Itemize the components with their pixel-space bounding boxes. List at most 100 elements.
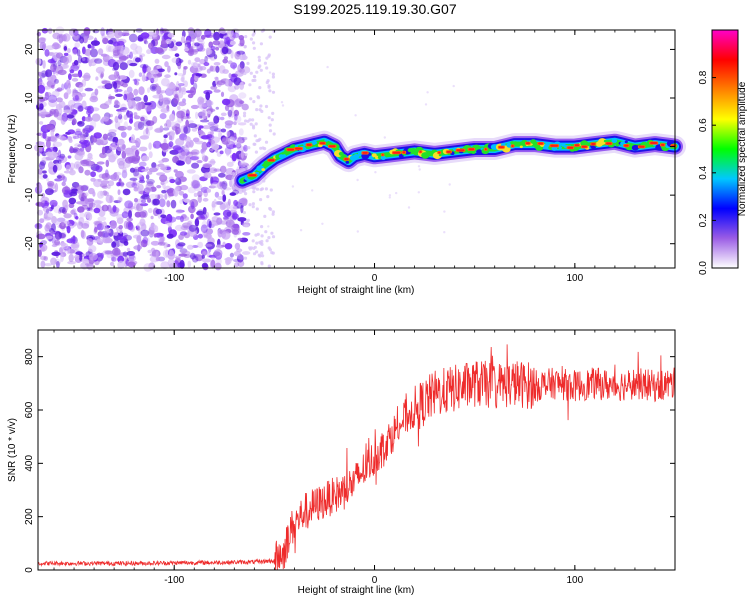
noise-speck	[164, 193, 168, 200]
noise-speck	[42, 28, 49, 33]
noise-speck	[252, 74, 256, 79]
noise-speck	[119, 107, 128, 111]
noise-speck	[233, 77, 242, 86]
noise-speck	[146, 178, 155, 185]
noise-speck	[160, 216, 170, 225]
noise-speck	[165, 249, 169, 258]
noise-speck	[160, 180, 165, 186]
noise-speck	[80, 229, 85, 238]
noise-speck	[64, 189, 73, 193]
noise-speck	[74, 130, 83, 136]
noise-speck	[190, 86, 196, 96]
noise-speck	[187, 260, 192, 268]
noise-speck	[258, 64, 262, 68]
noise-speck	[97, 231, 104, 237]
noise-speck	[133, 186, 139, 192]
noise-speck	[138, 72, 143, 77]
noise-speck	[213, 249, 223, 258]
noise-speck	[245, 220, 249, 224]
noise-speck	[109, 144, 118, 151]
noise-speck	[132, 49, 139, 55]
noise-speck	[67, 261, 76, 265]
ridge-blob	[516, 141, 521, 145]
noise-speck	[135, 102, 143, 111]
noise-speck	[101, 185, 108, 189]
noise-speck	[201, 254, 205, 259]
noise-speck	[115, 93, 123, 98]
noise-speck	[234, 262, 240, 268]
noise-speck	[131, 145, 137, 151]
ridge-blob	[558, 146, 562, 149]
noise-speck	[122, 161, 131, 168]
noise-speck	[42, 174, 48, 179]
noise-speck	[138, 211, 147, 218]
noise-speck	[105, 100, 112, 105]
noise-speck	[356, 178, 359, 182]
noise-speck	[119, 197, 123, 202]
noise-speck	[156, 185, 162, 189]
noise-speck	[93, 199, 102, 206]
noise-speck	[254, 150, 258, 154]
noise-speck	[269, 188, 273, 192]
noise-speck	[156, 65, 162, 70]
noise-speck	[59, 153, 66, 159]
noise-speck	[54, 182, 59, 192]
noise-speck	[270, 118, 274, 122]
noise-speck	[112, 61, 120, 71]
noise-speck	[383, 136, 386, 139]
noise-speck	[206, 188, 211, 193]
noise-speck	[81, 116, 86, 122]
noise-speck	[133, 88, 139, 96]
noise-speck	[140, 229, 150, 237]
noise-speck	[45, 69, 53, 78]
noise-speck	[159, 164, 166, 168]
noise-speck	[267, 225, 270, 228]
noise-speck	[211, 136, 220, 144]
spectrogram-x-tick-label: 100	[566, 273, 583, 284]
noise-speck	[76, 190, 84, 194]
noise-speck	[150, 215, 154, 220]
noise-speck	[120, 106, 127, 113]
noise-speck	[37, 141, 42, 146]
noise-speck	[141, 155, 150, 162]
noise-speck	[160, 261, 170, 269]
noise-speck	[212, 40, 221, 46]
noise-speck	[197, 100, 204, 109]
noise-speck	[213, 128, 222, 133]
noise-speck	[205, 91, 211, 101]
noise-speck	[133, 166, 141, 173]
ridge-blob	[345, 160, 350, 164]
noise-speck	[214, 262, 222, 271]
noise-speck	[54, 78, 59, 84]
noise-speck	[222, 69, 229, 74]
noise-speck	[259, 104, 263, 108]
noise-speck	[108, 154, 116, 163]
noise-speck	[53, 61, 57, 70]
noise-speck	[104, 226, 110, 232]
noise-speck	[129, 62, 138, 67]
noise-speck	[89, 58, 97, 67]
noise-speck	[51, 223, 56, 233]
noise-speck	[229, 204, 238, 211]
ridge-hotspot-core	[287, 148, 294, 151]
noise-speck	[196, 160, 203, 164]
noise-speck	[107, 131, 117, 138]
noise-speck	[42, 170, 47, 174]
noise-speck	[141, 168, 149, 172]
colorbar-gradient	[711, 29, 739, 269]
noise-speck	[189, 252, 196, 260]
noise-speck	[177, 105, 181, 111]
noise-speck	[221, 136, 231, 145]
noise-speck	[123, 240, 129, 246]
noise-speck	[103, 191, 109, 197]
noise-speck	[114, 115, 119, 123]
noise-speck	[374, 171, 377, 174]
noise-speck	[62, 56, 69, 66]
noise-speck	[97, 178, 102, 182]
noise-speck	[63, 46, 68, 51]
ridge-hotspot-core	[419, 150, 422, 153]
noise-speck	[104, 250, 114, 255]
ridge-hotspot-core	[567, 146, 574, 149]
